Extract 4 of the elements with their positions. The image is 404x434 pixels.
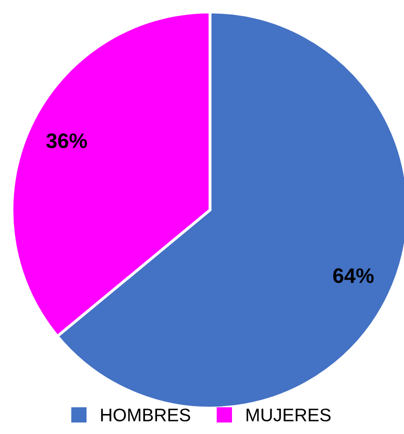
legend-label: MUJERES: [246, 408, 331, 422]
data-label: 64%: [333, 268, 374, 284]
data-label: 36%: [46, 133, 87, 148]
slice-label: HOMBRES: [101, 408, 190, 422]
